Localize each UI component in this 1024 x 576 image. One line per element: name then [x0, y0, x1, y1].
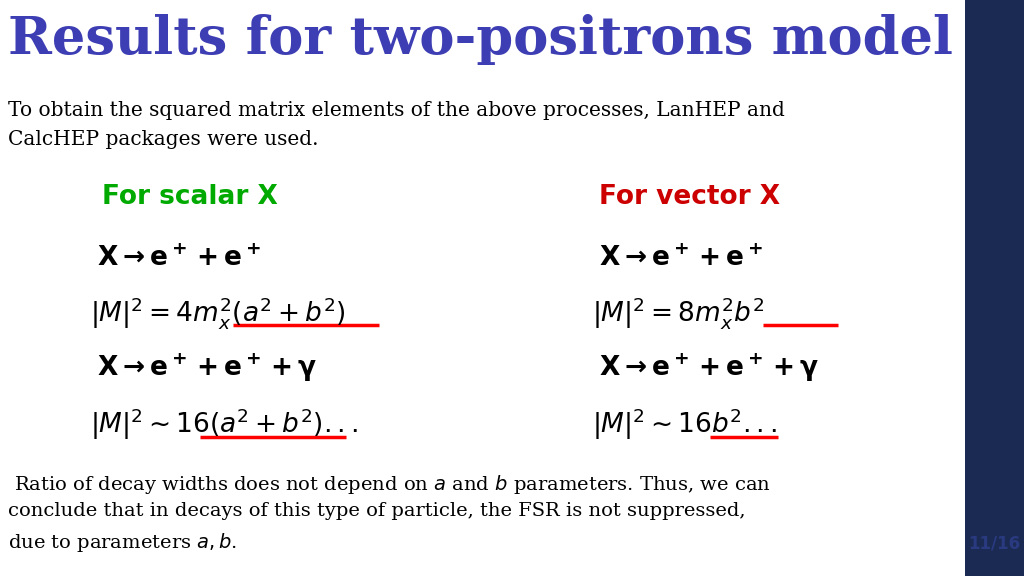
Text: $\mathbf{X \rightarrow e^+ + e^+ + \gamma}$: $\mathbf{X \rightarrow e^+ + e^+ + \gamm…	[97, 351, 317, 384]
Text: Ratio of decay widths does not depend on $a$ and $b$ parameters. Thus, we can: Ratio of decay widths does not depend on…	[8, 473, 771, 497]
Text: To obtain the squared matrix elements of the above processes, LanHEP and: To obtain the squared matrix elements of…	[8, 101, 785, 120]
Text: For vector X: For vector X	[599, 184, 780, 210]
Text: 11/16: 11/16	[969, 535, 1020, 553]
Text: due to parameters $a,b$.: due to parameters $a,b$.	[8, 531, 238, 554]
Text: $\mathbf{X \rightarrow e^+ + e^+}$: $\mathbf{X \rightarrow e^+ + e^+}$	[97, 245, 261, 271]
Text: $|M|^2 = 8m_x^2b^2$: $|M|^2 = 8m_x^2b^2$	[592, 295, 764, 331]
Text: $\mathbf{X \rightarrow e^+ + e^+}$: $\mathbf{X \rightarrow e^+ + e^+}$	[599, 245, 763, 271]
Text: conclude that in decays of this type of particle, the FSR is not suppressed,: conclude that in decays of this type of …	[8, 502, 745, 520]
Text: Results for two-positrons model: Results for two-positrons model	[8, 14, 953, 66]
Text: CalcHEP packages were used.: CalcHEP packages were used.	[8, 130, 318, 149]
Text: $\mathbf{X \rightarrow e^+ + e^+ + \gamma}$: $\mathbf{X \rightarrow e^+ + e^+ + \gamm…	[599, 351, 819, 384]
Text: $|M|^2 \sim 16(a^2 + b^2)...$: $|M|^2 \sim 16(a^2 + b^2)...$	[90, 406, 358, 442]
Bar	[965, 0, 1024, 576]
Text: For scalar X: For scalar X	[102, 184, 279, 210]
Text: $|M|^2 = 4m_x^2(a^2 + b^2)$: $|M|^2 = 4m_x^2(a^2 + b^2)$	[90, 295, 346, 331]
Text: $|M|^2 \sim 16b^2...$: $|M|^2 \sim 16b^2...$	[592, 406, 777, 442]
